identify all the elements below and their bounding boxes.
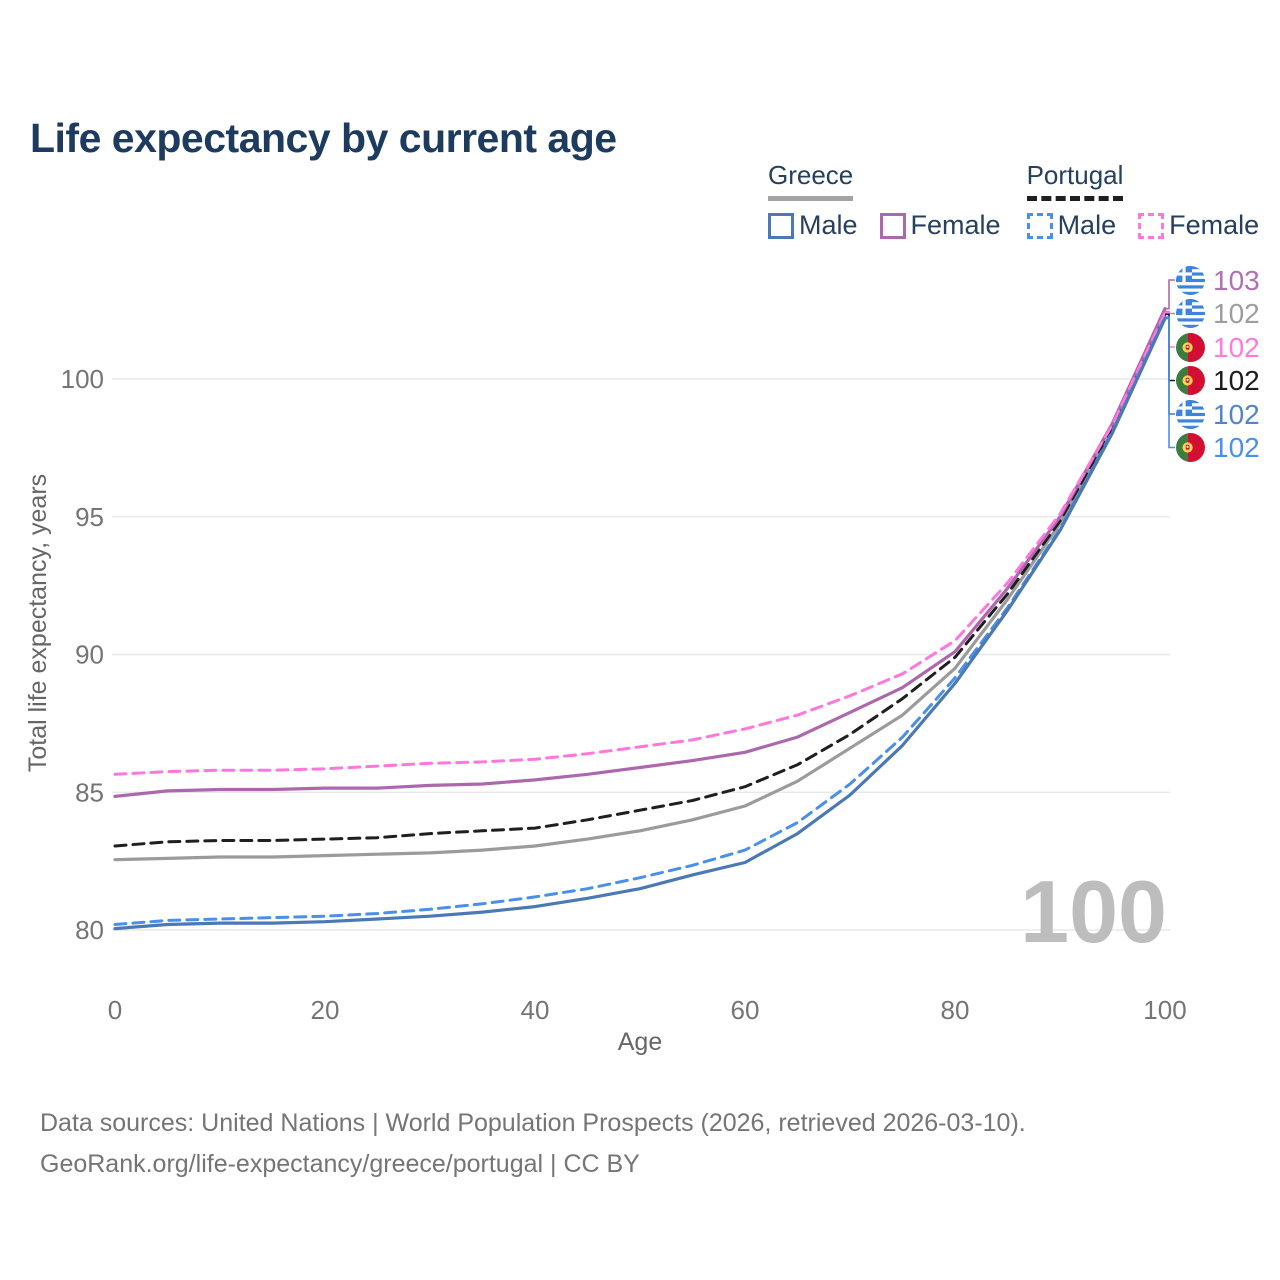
y-axis-title: Total life expectancy, years [24, 474, 52, 772]
legend-item-label: Female [910, 210, 1001, 240]
legend-item-portugal_female[interactable]: Female [1138, 210, 1259, 241]
legend-item-portugal_male[interactable]: Male [1026, 210, 1117, 241]
chart-legend: Greece Male Female Portugal Male Female [768, 160, 1259, 241]
legend-group-greece: Greece Male Female [768, 160, 1001, 241]
legend-item-greece_male[interactable]: Male [768, 210, 858, 241]
y-tick-label: 100 [61, 364, 104, 394]
legend-item-label: Male [799, 210, 858, 240]
y-tick-label: 95 [75, 502, 104, 532]
series-line-greece_female[interactable] [113, 307, 1167, 799]
leader-line [1165, 317, 1175, 415]
x-tick-label: 100 [1143, 995, 1186, 1025]
portugal_male-swatch-icon [1026, 212, 1053, 239]
leader-line [1165, 316, 1175, 449]
legend-item-greece_female[interactable]: Female [879, 210, 1001, 241]
x-tick-label: 20 [311, 995, 340, 1025]
legend-country-label-portugal: Portugal [1026, 160, 1124, 201]
y-tick-label: 90 [75, 640, 104, 670]
attribution-line: GeoRank.org/life-expectancy/greece/portu… [40, 1150, 640, 1178]
greece_male-swatch-icon [768, 212, 794, 239]
legend-group-portugal: Portugal Male Female [1026, 160, 1259, 241]
page-title: Life expectancy by current age [30, 115, 617, 162]
y-tick-label: 80 [75, 915, 104, 945]
series-line-portugal_female[interactable] [113, 311, 1167, 776]
legend-item-label: Male [1057, 210, 1117, 240]
x-tick-label: 60 [731, 995, 760, 1025]
x-tick-label: 0 [108, 995, 122, 1025]
leader-line [1165, 279, 1175, 310]
data-sources-line: Data sources: United Nations | World Pop… [40, 1109, 1026, 1137]
greece_female-swatch-icon [879, 212, 906, 239]
series-line-portugal_total[interactable] [113, 312, 1167, 848]
series-line-greece_male[interactable] [113, 316, 1167, 931]
age-watermark: 100 [1020, 862, 1167, 961]
legend-item-label: Female [1169, 210, 1260, 240]
portugal_female-swatch-icon [1138, 212, 1165, 239]
x-tick-label: 40 [521, 995, 550, 1025]
series-line-greece_total[interactable] [113, 309, 1167, 862]
legend-country-label-greece: Greece [768, 160, 854, 201]
x-axis-title: Age [618, 1028, 662, 1056]
series-line-portugal_male[interactable] [113, 315, 1167, 926]
chart-footer: Data sources: United Nations | World Pop… [40, 1103, 1026, 1185]
x-tick-label: 80 [941, 995, 970, 1025]
y-tick-label: 85 [75, 777, 104, 807]
